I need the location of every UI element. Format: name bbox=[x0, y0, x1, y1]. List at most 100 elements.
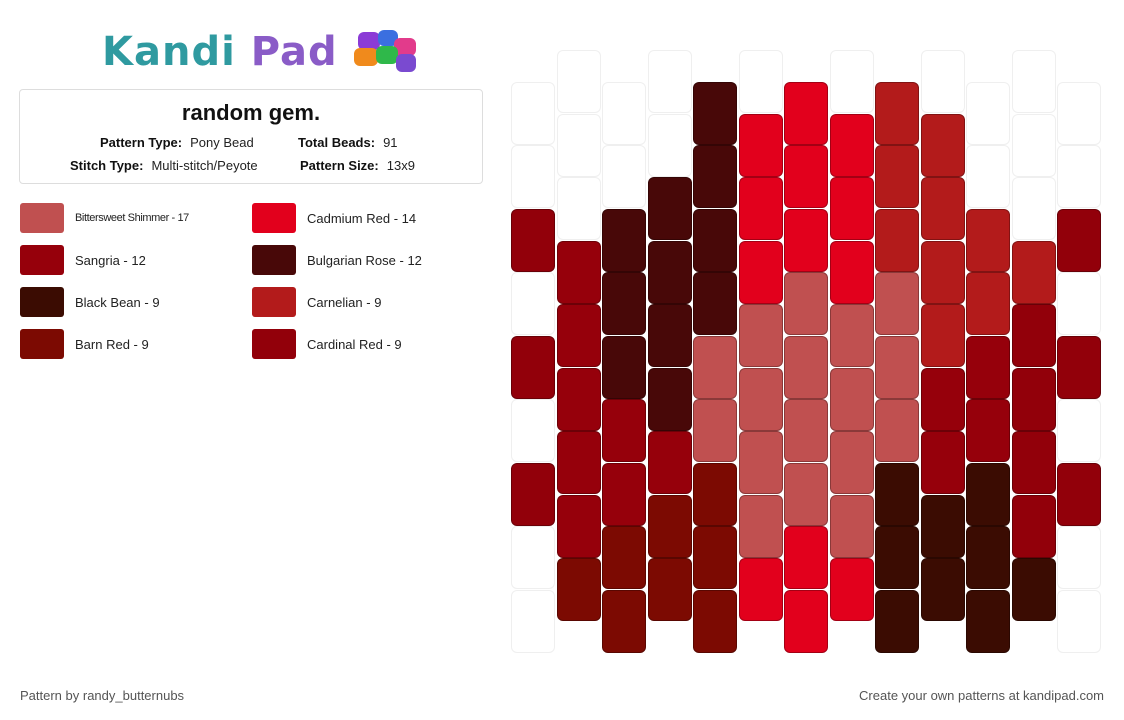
color-swatch bbox=[20, 329, 64, 359]
bead bbox=[875, 399, 919, 463]
bead bbox=[966, 208, 1010, 272]
create-patterns-link[interactable]: Create your own patterns at kandipad.com bbox=[859, 688, 1104, 703]
empty-bead-slot bbox=[556, 177, 601, 240]
bead bbox=[602, 589, 646, 653]
pattern-info-card: random gem. Pattern Type: Pony Bead Total… bbox=[19, 89, 483, 184]
bead bbox=[920, 113, 965, 177]
bead bbox=[693, 81, 737, 145]
bead bbox=[693, 462, 737, 526]
bead bbox=[1011, 558, 1056, 621]
empty-bead-slot bbox=[1057, 399, 1101, 463]
empty-bead-slot bbox=[1057, 81, 1101, 145]
bead bbox=[875, 589, 919, 653]
bead bbox=[602, 272, 646, 336]
bead bbox=[647, 367, 692, 431]
bead bbox=[1011, 240, 1056, 304]
empty-bead-slot bbox=[1057, 589, 1101, 653]
bead bbox=[602, 526, 646, 590]
pattern-size: Pattern Size: 13x9 bbox=[300, 158, 415, 173]
logo-bead bbox=[357, 32, 380, 50]
empty-bead-slot bbox=[511, 399, 555, 463]
bead bbox=[829, 177, 874, 240]
bead bbox=[1057, 462, 1101, 526]
color-swatch bbox=[252, 245, 296, 275]
bead bbox=[602, 335, 646, 399]
bead bbox=[602, 462, 646, 526]
bead bbox=[647, 431, 692, 494]
legend-label: Black Bean - 9 bbox=[75, 294, 160, 310]
empty-bead-slot bbox=[966, 145, 1010, 209]
bead bbox=[647, 177, 692, 240]
empty-bead-slot bbox=[556, 113, 601, 177]
bead bbox=[693, 145, 737, 209]
legend-label: Barn Red - 9 bbox=[75, 336, 149, 352]
bead bbox=[556, 558, 601, 621]
bead bbox=[829, 494, 874, 558]
bead bbox=[556, 304, 601, 367]
bead bbox=[556, 240, 601, 304]
bead bbox=[693, 399, 737, 463]
bead bbox=[693, 272, 737, 336]
bead bbox=[1011, 304, 1056, 367]
legend-item: Bulgarian Rose - 12 bbox=[252, 244, 422, 276]
empty-bead-slot bbox=[829, 50, 874, 113]
logo-pad-text: Pad bbox=[250, 29, 338, 75]
logo-bead bbox=[395, 54, 416, 72]
bead bbox=[738, 177, 783, 240]
bead bbox=[829, 367, 874, 431]
color-swatch bbox=[20, 203, 64, 233]
empty-bead-slot bbox=[1011, 50, 1056, 113]
legend-item: Bittersweet Shimmer - 17 bbox=[20, 202, 189, 234]
bead bbox=[693, 208, 737, 272]
bead bbox=[920, 240, 965, 304]
kandipad-logo[interactable]: Kandi Pad bbox=[102, 24, 426, 80]
logo-bead bbox=[393, 38, 416, 56]
bead bbox=[602, 208, 646, 272]
legend-item: Cardinal Red - 9 bbox=[252, 328, 402, 360]
color-swatch bbox=[252, 329, 296, 359]
bead bbox=[829, 431, 874, 494]
bead bbox=[693, 526, 737, 590]
bead-pile-icon bbox=[348, 28, 426, 76]
bead bbox=[920, 558, 965, 621]
empty-bead-slot bbox=[1011, 177, 1056, 240]
bead bbox=[784, 526, 828, 590]
bead bbox=[511, 335, 555, 399]
empty-bead-slot bbox=[511, 589, 555, 653]
stitch-type-value: Multi-stitch/Peyote bbox=[151, 158, 258, 173]
legend-label: Bulgarian Rose - 12 bbox=[307, 252, 422, 268]
bead bbox=[966, 272, 1010, 336]
bead bbox=[966, 335, 1010, 399]
bead bbox=[829, 113, 874, 177]
bead bbox=[738, 367, 783, 431]
legend-item: Sangria - 12 bbox=[20, 244, 146, 276]
bead bbox=[738, 431, 783, 494]
bead bbox=[738, 240, 783, 304]
pattern-type-label: Pattern Type: bbox=[100, 135, 183, 150]
empty-bead-slot bbox=[1011, 113, 1056, 177]
bead bbox=[647, 240, 692, 304]
total-beads: Total Beads: 91 bbox=[298, 135, 398, 150]
bead bbox=[556, 367, 601, 431]
bead bbox=[1057, 335, 1101, 399]
legend-item: Black Bean - 9 bbox=[20, 286, 160, 318]
bead bbox=[1011, 367, 1056, 431]
pattern-title: random gem. bbox=[181, 100, 321, 125]
bead bbox=[556, 431, 601, 494]
legend-item: Cadmium Red - 14 bbox=[252, 202, 416, 234]
bead bbox=[784, 462, 828, 526]
pattern-type-value: Pony Bead bbox=[190, 135, 254, 150]
pattern-type: Pattern Type: Pony Bead bbox=[100, 135, 254, 150]
bead bbox=[1011, 494, 1056, 558]
total-beads-value: 91 bbox=[383, 135, 398, 150]
bead bbox=[829, 240, 874, 304]
bead bbox=[693, 589, 737, 653]
bead bbox=[511, 462, 555, 526]
color-swatch bbox=[252, 203, 296, 233]
bead bbox=[738, 558, 783, 621]
empty-bead-slot bbox=[1057, 272, 1101, 336]
bead bbox=[647, 558, 692, 621]
legend-label: Cardinal Red - 9 bbox=[307, 336, 402, 352]
bead bbox=[966, 526, 1010, 590]
